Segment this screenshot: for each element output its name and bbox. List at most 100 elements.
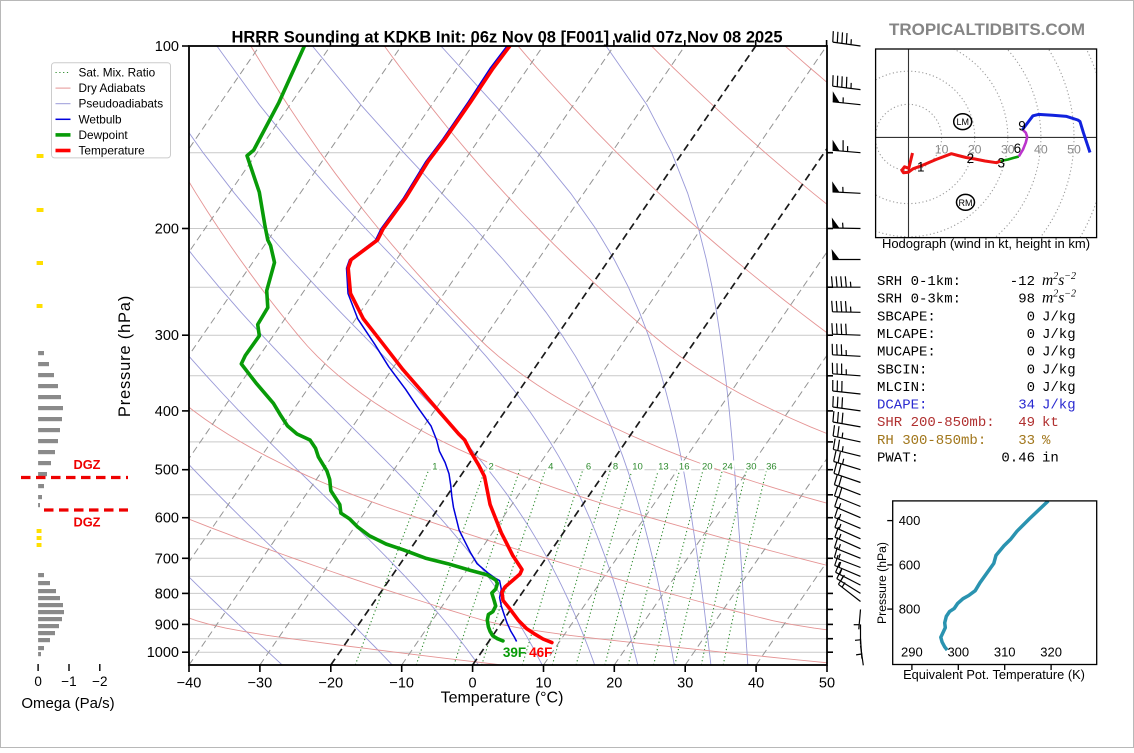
svg-text:49: 49: [1018, 415, 1035, 431]
svg-text:MLCAPE:: MLCAPE:: [877, 327, 936, 343]
svg-text:800: 800: [899, 602, 921, 617]
svg-text:400: 400: [155, 404, 179, 420]
svg-text:39F: 39F: [503, 645, 526, 660]
svg-text:24: 24: [722, 462, 733, 473]
svg-text:−30: −30: [248, 676, 273, 692]
svg-text:DGZ: DGZ: [73, 515, 100, 530]
svg-text:0: 0: [1027, 362, 1035, 378]
svg-text:Sat. Mix. Ratio: Sat. Mix. Ratio: [79, 66, 156, 80]
svg-text:4: 4: [548, 462, 553, 473]
svg-text:MLCIN:: MLCIN:: [877, 380, 927, 396]
svg-text:200: 200: [155, 222, 179, 238]
svg-text:SRH 0-3km:: SRH 0-3km:: [877, 292, 961, 308]
svg-text:310: 310: [994, 645, 1016, 660]
svg-text:50: 50: [819, 676, 835, 692]
svg-text:40: 40: [748, 676, 764, 692]
svg-text:0: 0: [469, 676, 477, 692]
svg-text:SBCIN:: SBCIN:: [877, 362, 927, 378]
svg-text:300: 300: [155, 328, 179, 344]
svg-text:-12: -12: [1010, 274, 1035, 290]
svg-text:PWAT:: PWAT:: [877, 451, 919, 467]
svg-text:−10: −10: [389, 676, 414, 692]
svg-text:in: in: [1042, 451, 1059, 467]
svg-text:30: 30: [746, 462, 757, 473]
svg-text:40: 40: [1034, 143, 1048, 157]
svg-text:Dewpoint: Dewpoint: [79, 128, 129, 142]
svg-text:DCAPE:: DCAPE:: [877, 398, 927, 414]
svg-text:SRH 0-1km:: SRH 0-1km:: [877, 274, 961, 290]
svg-text:20: 20: [968, 143, 982, 157]
svg-text:16: 16: [679, 462, 690, 473]
svg-text:RH 300-850mb:: RH 300-850mb:: [877, 433, 986, 449]
svg-text:RM: RM: [959, 198, 973, 208]
svg-text:SHR 200-850mb:: SHR 200-850mb:: [877, 415, 995, 431]
svg-text:Hodograph (wind in kt, height: Hodograph (wind in kt, height in km): [882, 236, 1090, 251]
svg-text:1: 1: [432, 462, 437, 473]
svg-text:2: 2: [489, 462, 494, 473]
svg-text:20: 20: [702, 462, 713, 473]
svg-text:1000: 1000: [147, 645, 179, 661]
svg-text:6: 6: [586, 462, 591, 473]
svg-text:3: 3: [998, 155, 1006, 170]
svg-text:2: 2: [967, 151, 975, 166]
svg-text:600: 600: [899, 557, 921, 572]
svg-text:34: 34: [1018, 398, 1035, 414]
svg-text:Pseudoadiabats: Pseudoadiabats: [79, 97, 164, 111]
svg-text:98: 98: [1018, 292, 1035, 308]
svg-text:LM: LM: [956, 117, 969, 127]
svg-text:kt: kt: [1042, 415, 1059, 431]
svg-text:−2: −2: [92, 674, 107, 689]
svg-text:J/kg: J/kg: [1042, 327, 1076, 343]
svg-text:100: 100: [155, 39, 179, 55]
svg-text:300: 300: [947, 645, 969, 660]
svg-text:900: 900: [155, 617, 179, 633]
svg-text:600: 600: [155, 511, 179, 527]
svg-text:HRRR Sounding at KDKB Init: 06: HRRR Sounding at KDKB Init: 06z Nov 08 […: [231, 29, 782, 47]
svg-text:Temperature (°C): Temperature (°C): [441, 690, 564, 707]
svg-text:0: 0: [1027, 309, 1035, 325]
svg-text:Temperature: Temperature: [79, 144, 146, 158]
svg-text:6: 6: [1014, 141, 1022, 156]
svg-text:20: 20: [606, 676, 622, 692]
svg-text:−20: −20: [318, 676, 343, 692]
svg-text:290: 290: [901, 645, 923, 660]
svg-text:13: 13: [658, 462, 669, 473]
svg-text:Omega (Pa/s): Omega (Pa/s): [21, 695, 114, 712]
svg-text:Dry Adiabats: Dry Adiabats: [79, 81, 146, 95]
svg-text:700: 700: [155, 551, 179, 567]
svg-text:J/kg: J/kg: [1042, 345, 1076, 361]
svg-text:MUCAPE:: MUCAPE:: [877, 345, 936, 361]
svg-text:10: 10: [935, 143, 949, 157]
svg-text:8: 8: [613, 462, 618, 473]
svg-text:0: 0: [1027, 380, 1035, 396]
svg-text:Wetbulb: Wetbulb: [79, 112, 123, 126]
svg-text:800: 800: [155, 586, 179, 602]
svg-text:Pressure (hPa): Pressure (hPa): [875, 542, 889, 624]
svg-text:320: 320: [1040, 645, 1062, 660]
svg-text:36: 36: [766, 462, 777, 473]
svg-text:30: 30: [1001, 143, 1015, 157]
svg-text:46F: 46F: [529, 645, 552, 660]
svg-text:Equivalent Pot. Temperature (K: Equivalent Pot. Temperature (K): [903, 667, 1085, 682]
svg-text:50: 50: [1067, 143, 1081, 157]
svg-text:10: 10: [632, 462, 643, 473]
svg-text:−1: −1: [61, 674, 76, 689]
svg-text:−40: −40: [177, 676, 202, 692]
svg-text:0: 0: [34, 674, 42, 689]
svg-text:400: 400: [899, 513, 921, 528]
svg-text:30: 30: [677, 676, 693, 692]
svg-text:J/kg: J/kg: [1042, 398, 1076, 414]
svg-text:SBCAPE:: SBCAPE:: [877, 309, 936, 325]
svg-text:J/kg: J/kg: [1042, 380, 1076, 396]
svg-text:J/kg: J/kg: [1042, 309, 1076, 325]
svg-text:TROPICALTIDBITS.COM: TROPICALTIDBITS.COM: [889, 20, 1085, 39]
svg-text:500: 500: [155, 463, 179, 479]
svg-text:0: 0: [1027, 327, 1035, 343]
svg-text:10: 10: [535, 676, 551, 692]
svg-text:0.46: 0.46: [1001, 451, 1035, 467]
svg-text:Pressure (hPa): Pressure (hPa): [116, 295, 134, 417]
svg-text:%: %: [1042, 433, 1051, 449]
svg-text:DGZ: DGZ: [73, 457, 100, 472]
svg-text:0: 0: [1027, 345, 1035, 361]
svg-text:33: 33: [1018, 433, 1035, 449]
